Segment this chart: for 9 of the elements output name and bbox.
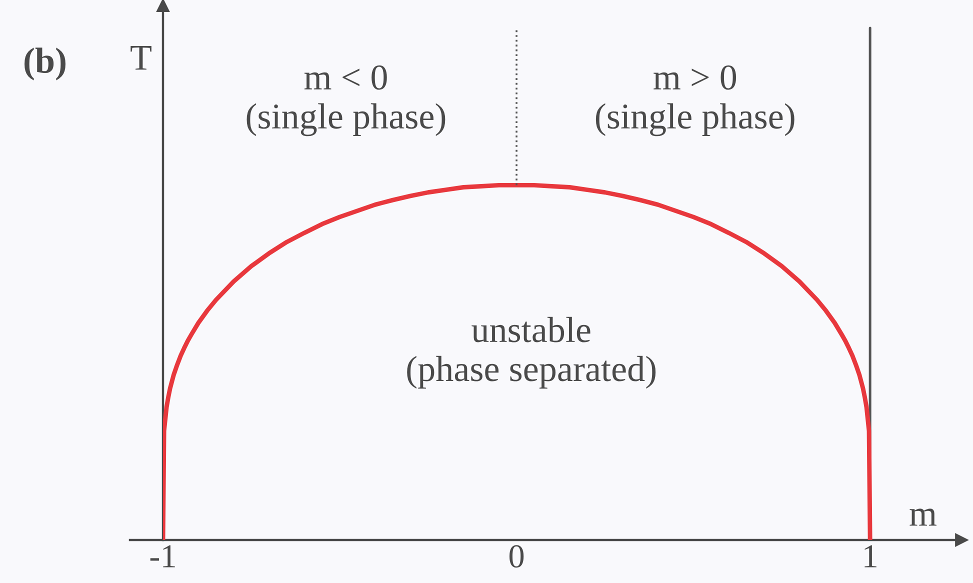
- x-tick-label: 0: [509, 545, 524, 568]
- y-axis-title: T: [130, 46, 152, 70]
- annotation: unstable (phase separated): [407, 316, 656, 389]
- x-tick-label: -1: [150, 545, 175, 568]
- x-axis-title: m: [910, 508, 936, 526]
- annotation: m > 0 (single phase): [596, 65, 794, 136]
- annotation: m < 0 (single phase): [246, 65, 446, 136]
- chart-title: (b): [24, 48, 66, 80]
- x-tick-label: 1: [864, 545, 876, 568]
